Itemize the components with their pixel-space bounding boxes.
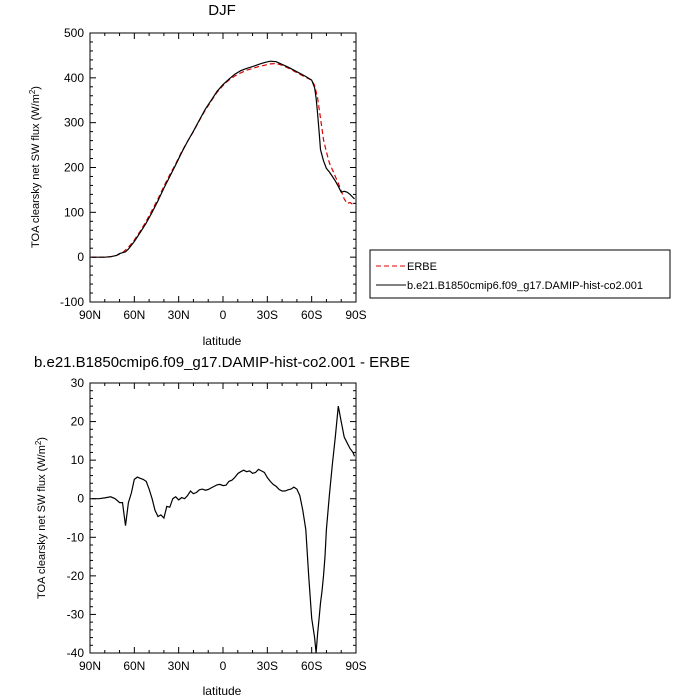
x-tick-label: 90S — [345, 659, 366, 673]
x-tick-label: 60S — [301, 308, 322, 322]
series-line-difference — [91, 405, 356, 654]
x-axis-label: latitude — [203, 334, 242, 348]
y-tick-label: -40 — [67, 646, 85, 660]
y-axis-label-sup: 2 — [34, 440, 43, 445]
y-tick-label: 10 — [71, 453, 85, 467]
chart-title: DJF — [208, 2, 236, 19]
y-tick-label: 100 — [64, 205, 84, 219]
legend-box — [369, 249, 671, 299]
y-tick-label: 300 — [64, 116, 84, 130]
x-tick-label: 60N — [123, 308, 145, 322]
y-tick-label: -10 — [67, 530, 85, 544]
y-tick-label: 0 — [77, 492, 84, 506]
y-tick-label: 200 — [64, 161, 84, 175]
y-axis-label-text: TOA clearsky net SW flux (W/m — [36, 445, 48, 599]
x-tick-label: 0 — [220, 308, 227, 322]
x-tick-label: 90N — [79, 659, 101, 673]
x-tick-label: 90S — [345, 308, 366, 322]
x-tick-label: 30N — [168, 659, 190, 673]
y-tick-label: -100 — [60, 295, 84, 309]
x-tick-label: 60N — [123, 659, 145, 673]
plot-frame — [89, 32, 357, 303]
y-axis-label: TOA clearsky net SW flux (W/m2) — [34, 437, 48, 599]
x-axis-label: latitude — [203, 684, 242, 698]
chart-bottom: b.e21.B1850cmip6.f09_g17.DAMIP-hist-co2.… — [34, 354, 410, 698]
y-tick-label: 0 — [77, 250, 84, 264]
series-group — [91, 60, 355, 258]
series-line-erbe — [91, 62, 355, 258]
x-tick-label: 90N — [79, 308, 101, 322]
chart-title: b.e21.B1850cmip6.f09_g17.DAMIP-hist-co2.… — [34, 354, 410, 371]
y-tick-label: -30 — [67, 607, 85, 621]
legend-label-erbe: ERBE — [407, 261, 437, 273]
y-axis-label-text: TOA clearsky net SW flux (W/m — [30, 94, 42, 248]
legend: ERBE b.e21.B1850cmip6.f09_g17.DAMIP-hist… — [369, 249, 671, 299]
y-axis-label: TOA clearsky net SW flux (W/m2) — [28, 86, 42, 248]
x-tick-label: 30S — [257, 659, 278, 673]
y-tick-label: 400 — [64, 71, 84, 85]
x-tick-label: 30S — [257, 308, 278, 322]
y-tick-label: 30 — [71, 376, 85, 390]
legend-label-model: b.e21.B1850cmip6.f09_g17.DAMIP-hist-co2.… — [407, 280, 643, 292]
y-axis-ticks: -100 0 100 200 300 400 500 — [60, 26, 356, 309]
y-axis-ticks: -40 -30 -20 -10 0 10 20 30 — [67, 376, 356, 660]
y-tick-label: -20 — [67, 569, 85, 583]
chart-top: DJF -100 0 100 200 300 400 500 90N 60N 30N 0 30S 60… — [28, 2, 367, 348]
y-axis-label-close: ) — [36, 437, 48, 441]
x-tick-label: 0 — [220, 659, 227, 673]
x-tick-label: 60S — [301, 659, 322, 673]
y-tick-label: 20 — [71, 415, 85, 429]
y-axis-label-sup: 2 — [28, 89, 37, 94]
series-group — [91, 405, 356, 654]
x-tick-label: 30N — [168, 308, 190, 322]
y-axis-label-close: ) — [30, 86, 42, 90]
y-tick-label: 500 — [64, 26, 84, 40]
x-axis-ticks: 90N 60N 30N 0 30S 60S 90S — [79, 383, 367, 673]
series-line-model — [91, 60, 355, 258]
plot-frame — [89, 382, 357, 654]
x-axis-ticks: 90N 60N 30N 0 30S 60S 90S — [79, 33, 367, 322]
